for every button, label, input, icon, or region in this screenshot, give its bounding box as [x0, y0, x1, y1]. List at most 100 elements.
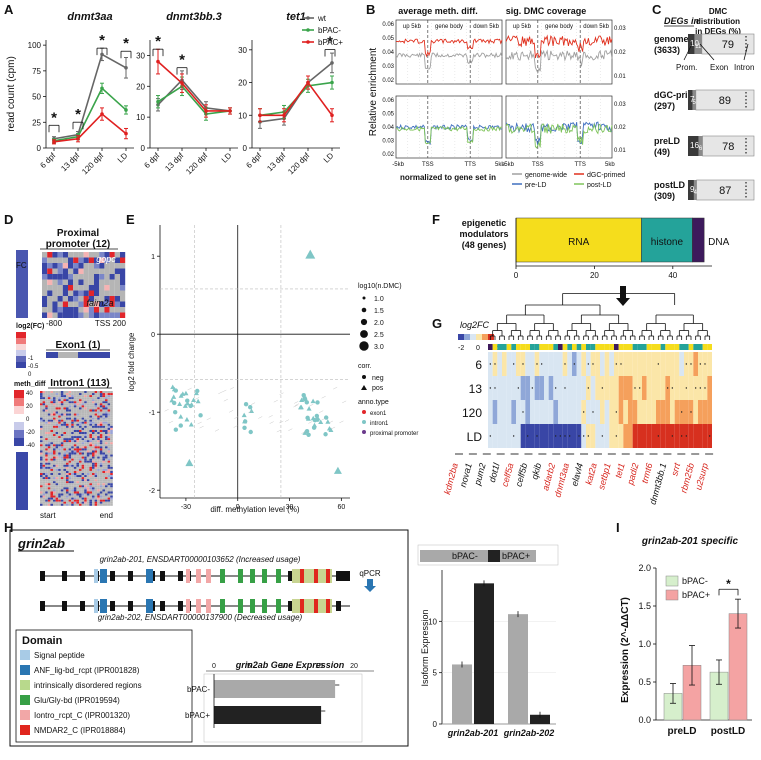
- panel-d-intron-cell: [102, 405, 105, 408]
- panel-d-cell: [62, 263, 68, 269]
- panel-d-intron-cell: [40, 403, 43, 406]
- panel-d-intron-cell: [73, 456, 77, 459]
- panel-d-intron-cell: [107, 493, 111, 496]
- panel-d-axis-1: TSS 200: [95, 319, 127, 328]
- panel-d-intron-cell: [47, 438, 51, 441]
- panel-d-intron-cell: [79, 468, 82, 471]
- panel-d-intron-cell: [89, 436, 92, 439]
- panel-d-intron-cell: [86, 417, 90, 420]
- panel-d-intron-cell: [94, 397, 98, 400]
- panel-d-intron-cell: [79, 409, 82, 412]
- panel-d-intron-cell: [99, 415, 103, 418]
- panel-g-cell: [656, 376, 661, 400]
- panel-d-intron-cell: [107, 391, 111, 394]
- panel-d-intron-cell: [47, 456, 51, 459]
- panel-d-intron-cell: [55, 483, 59, 486]
- panel-d-intron-cell: [40, 436, 43, 439]
- panel-d-intron-cell: [79, 421, 82, 424]
- panel-g-cell: [497, 352, 502, 376]
- panel-d-intron-cell: [60, 487, 64, 490]
- panel-e-size-title: log10(n.DMC): [358, 283, 402, 290]
- panel-d-intron-cell: [53, 479, 56, 482]
- panel-h-exon: [62, 601, 67, 611]
- panel-d-intron-cell: [60, 473, 64, 476]
- panel-d-intron-cell: [76, 417, 79, 420]
- panel-d-cell: [68, 296, 74, 302]
- panel-b-ytick-0-3: 0.03: [382, 64, 394, 70]
- panel-d-intron-cell: [47, 452, 51, 455]
- panel-d-cell: [78, 307, 84, 313]
- panel-b-ytick-0-0: 0.06: [382, 22, 394, 28]
- panel-a-point-bPAC+: [258, 113, 262, 118]
- panel-d-intron-cell: [58, 415, 61, 418]
- panel-d-intron-cell: [76, 415, 79, 418]
- panel-d-cell: [104, 301, 110, 307]
- panel-e-point: [310, 398, 316, 404]
- panel-d-intron-cell: [79, 405, 82, 408]
- panel-d-intron-cell: [66, 425, 69, 428]
- panel-d-intron-cell: [102, 419, 105, 422]
- panel-d-intron-cell: [92, 479, 95, 482]
- panel-h-domain-title: Domain: [22, 635, 63, 647]
- panel-e-point: [169, 397, 175, 403]
- panel-d-intron-cell: [89, 401, 92, 404]
- panel-d-intron-cell: [73, 448, 77, 451]
- panel-d-intron-cell: [89, 405, 92, 408]
- panel-d-legend2-swatch: [14, 422, 24, 430]
- panel-d-intron-cell: [76, 466, 79, 469]
- panel-d-intron-cell: [84, 403, 87, 406]
- panel-g-cell: [702, 424, 708, 448]
- panel-d-intron-cell: [92, 462, 95, 465]
- panel-d-intron-cell: [84, 485, 87, 488]
- panel-d-intron-cell: [89, 421, 92, 424]
- panel-d-intron-cell: [68, 483, 72, 486]
- panel-d-intron-cell: [50, 425, 53, 428]
- panel-d-intron-cell: [73, 487, 77, 490]
- panel-d-intron-cell: [45, 405, 48, 408]
- panel-d-intron-cell: [84, 417, 87, 420]
- panel-g-sig-dot: [489, 435, 492, 437]
- panel-d-intron-cell: [97, 440, 100, 443]
- panel-d-intron-cell: [92, 391, 95, 394]
- panel-g-cell: [544, 400, 549, 424]
- panel-g-cell: [572, 376, 577, 400]
- panel-d-intron-cell: [99, 407, 103, 410]
- panel-d-intron-cell: [47, 450, 51, 453]
- panel-d-intron-cell: [94, 440, 98, 443]
- panel-h-gene-title: grin2ab: [17, 536, 65, 551]
- panel-e-label-line: [308, 421, 313, 424]
- panel-d-cell: [99, 296, 105, 302]
- panel-d-intron-cell: [60, 493, 64, 496]
- panel-d-intron-cell: [107, 427, 111, 430]
- panel-d-intron-cell: [71, 481, 74, 484]
- panel-d-intron-cell: [94, 493, 98, 496]
- panel-d-intron-cell: [79, 479, 82, 482]
- panel-d-intron-cell: [66, 479, 69, 482]
- panel-c-prom-val-2: 16: [690, 141, 699, 150]
- panel-d-intron-cell: [102, 411, 105, 414]
- panel-d-intron-cell: [110, 432, 113, 435]
- panel-d-intron-cell: [42, 473, 46, 476]
- panel-d-cell: [52, 301, 58, 307]
- panel-d-intron-cell: [71, 436, 74, 439]
- panel-d-intron-cell: [68, 405, 72, 408]
- panel-b-region-0-0: up 5kb: [403, 24, 422, 30]
- panel-d-intron-cell: [92, 495, 95, 498]
- panel-f-title-2: modulators: [459, 229, 508, 239]
- panel-d-intron-cell: [94, 450, 98, 453]
- panel-d-intron-cell: [63, 407, 66, 410]
- panel-d-intron-cell: [92, 450, 95, 453]
- panel-d-cell: [83, 263, 89, 269]
- panel-g-cell: [595, 424, 600, 448]
- panel-d-intron-cell: [50, 444, 53, 447]
- panel-d-intron-cell: [86, 483, 90, 486]
- panel-d-legend1-tick-0: -1: [28, 356, 34, 362]
- panel-d-intron-cell: [55, 401, 59, 404]
- panel-g-sig-dot: [522, 363, 524, 365]
- panel-d-intron-cell: [71, 419, 74, 422]
- panel-d-intron-cell: [81, 481, 85, 484]
- panel-d-intron-cell: [107, 483, 111, 486]
- panel-a-legend-dot-0: [306, 16, 310, 20]
- panel-e-point: [178, 423, 183, 428]
- panel-d-intron-cell: [42, 444, 46, 447]
